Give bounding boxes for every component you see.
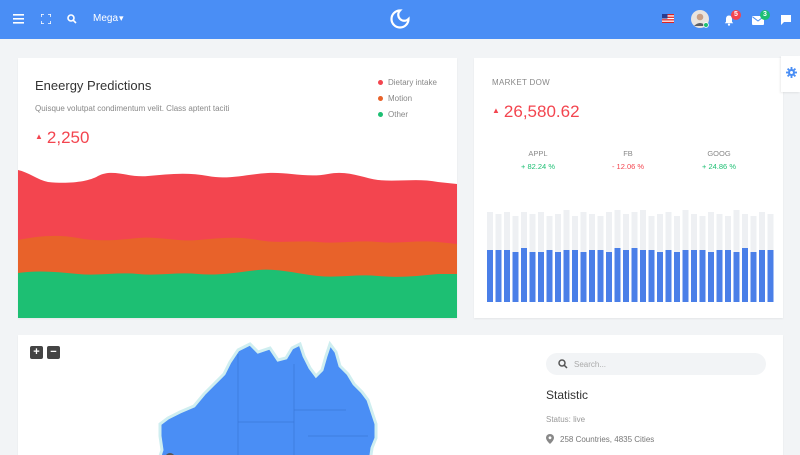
energy-value: ▲ 2,250 — [35, 128, 89, 148]
market-bar — [648, 250, 655, 302]
legend-item-motion: Motion — [378, 93, 437, 109]
map-card: + − Statistic Status: live 258 Countries… — [18, 335, 783, 455]
energy-card: Eneergy Predictions Quisque volutpat con… — [18, 58, 457, 318]
market-bar — [563, 250, 570, 302]
market-bar — [716, 250, 723, 302]
market-bar — [657, 252, 663, 302]
energy-title: Eneergy Predictions — [35, 78, 152, 93]
market-bar — [546, 250, 553, 302]
market-bar — [767, 250, 774, 302]
market-title: MARKET DOW — [492, 78, 550, 87]
notifications-badge: 5 — [731, 10, 741, 20]
market-bar — [725, 250, 731, 302]
market-bar — [733, 252, 740, 302]
legend-dot — [378, 96, 383, 101]
market-bar — [674, 252, 680, 302]
energy-legend: Dietary intake Motion Other — [378, 77, 437, 125]
market-bar — [631, 248, 638, 302]
market-bar — [529, 252, 536, 302]
stock-goog: GOOG + 24.86 % — [679, 149, 759, 171]
statistic-info-text: 258 Countries, 4835 Cities — [560, 435, 655, 444]
market-bar-chart — [487, 210, 774, 302]
map-pin-icon — [546, 434, 554, 444]
stock-change: + 24.86 % — [702, 162, 736, 171]
market-bar — [504, 250, 510, 302]
legend-item-dietary-intake: Dietary intake — [378, 77, 437, 93]
legend-label: Motion — [388, 94, 413, 103]
legend-label: Other — [388, 110, 409, 119]
us-flag-icon[interactable] — [662, 14, 674, 23]
market-bar — [521, 248, 527, 302]
market-bar — [750, 252, 757, 302]
energy-area-chart — [18, 170, 457, 318]
market-value: ▲ 26,580.62 — [492, 102, 580, 122]
fullscreen-icon[interactable] — [41, 14, 51, 24]
market-bar — [699, 250, 706, 302]
legend-item-other: Other — [378, 109, 437, 125]
gear-icon[interactable] — [786, 67, 797, 78]
stock-appl: APPL + 82.24 % — [498, 149, 578, 171]
up-arrow-icon: ▲ — [35, 132, 43, 141]
menu-icon[interactable] — [13, 14, 24, 24]
top-bar: Mega▾ 5 3 — [0, 0, 800, 39]
market-bar — [589, 250, 595, 302]
market-bar — [640, 250, 646, 302]
market-bar — [606, 252, 612, 302]
search-icon[interactable] — [67, 14, 77, 24]
energy-value-number: 2,250 — [46, 128, 90, 147]
energy-subtitle: Quisque volutpat condimentum velit. Clas… — [35, 104, 230, 113]
market-card: MARKET DOW ▲ 26,580.62 APPL + 82.24 % FB … — [474, 58, 783, 318]
state-borders — [237, 354, 368, 455]
market-bar — [682, 250, 689, 302]
market-bar — [742, 248, 748, 302]
stock-name: GOOG — [707, 149, 731, 158]
market-bar — [512, 252, 519, 302]
market-bar — [759, 250, 765, 302]
market-bar — [555, 252, 561, 302]
mega-menu-label: Mega — [93, 13, 119, 24]
market-bar — [665, 250, 672, 302]
market-bar — [691, 250, 697, 302]
australia-shape[interactable] — [158, 340, 378, 455]
chat-icon[interactable] — [781, 15, 791, 25]
market-bar — [487, 250, 493, 302]
stock-change: - 12.06 % — [611, 162, 645, 171]
area-other — [18, 269, 457, 318]
search-input[interactable] — [574, 353, 754, 375]
search-icon — [558, 359, 568, 369]
stock-name: FB — [623, 149, 633, 158]
market-bar — [623, 250, 629, 302]
market-bar — [597, 250, 604, 302]
map-search[interactable] — [546, 353, 766, 375]
statistic-info: 258 Countries, 4835 Cities — [546, 434, 655, 444]
market-bar — [580, 252, 587, 302]
market-bar — [495, 250, 502, 302]
market-value-number: 26,580.62 — [503, 102, 580, 121]
messages-badge: 3 — [760, 10, 770, 20]
stock-change: + 82.24 % — [521, 162, 555, 171]
legend-dot — [378, 112, 383, 117]
stock-fb: FB - 12.06 % — [588, 149, 668, 171]
avatar[interactable] — [691, 10, 709, 28]
settings-tab[interactable] — [781, 56, 800, 92]
mega-menu[interactable]: Mega▾ — [93, 13, 124, 24]
logo-icon[interactable] — [390, 9, 410, 29]
market-bar — [538, 252, 544, 302]
stock-name: APPL — [528, 149, 548, 158]
australia-map[interactable] — [158, 340, 388, 455]
market-bar — [614, 248, 621, 302]
market-bar — [708, 252, 714, 302]
market-bar — [572, 250, 578, 302]
zoom-out-button[interactable]: − — [47, 346, 60, 359]
up-arrow-icon: ▲ — [492, 106, 500, 115]
zoom-in-button[interactable]: + — [30, 346, 43, 359]
legend-label: Dietary intake — [388, 78, 437, 87]
legend-dot — [378, 80, 383, 85]
statistic-title: Statistic — [546, 388, 589, 402]
chevron-down-icon: ▾ — [119, 13, 124, 23]
statistic-status: Status: live — [546, 415, 586, 424]
